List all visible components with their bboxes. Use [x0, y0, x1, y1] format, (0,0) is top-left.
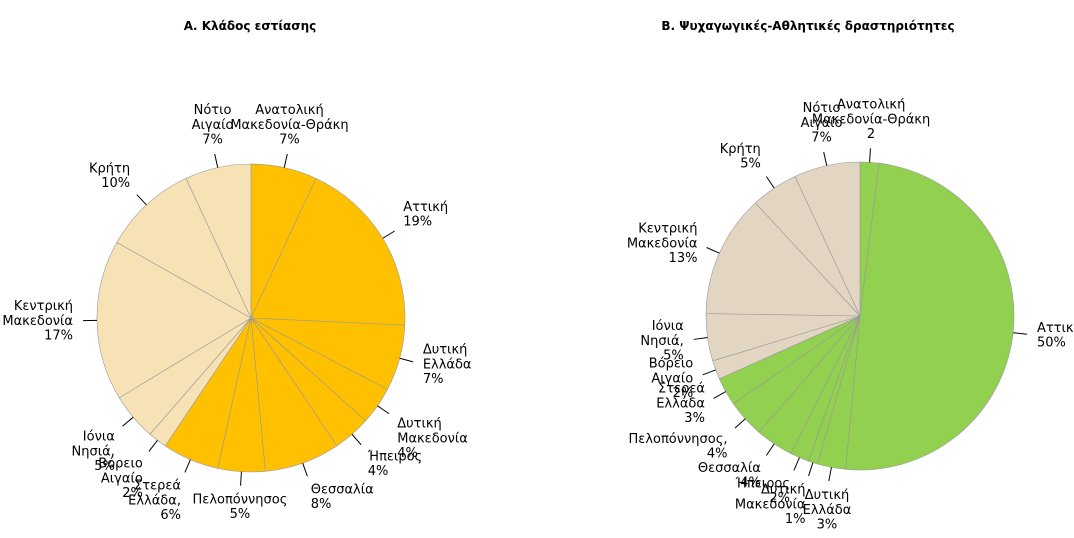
pie-slice: [185, 163, 252, 319]
slice-label: Νότιο Αιγαίο: [192, 103, 234, 133]
leader-line: [351, 433, 362, 446]
leader-line: [184, 459, 191, 473]
slice-value-label: 17%: [44, 328, 73, 343]
slice-label: Πελοπόννησος: [193, 492, 288, 507]
slice-value-label: 50%: [1037, 335, 1066, 350]
leader-line: [382, 230, 395, 239]
leader-line: [1013, 332, 1028, 335]
leader-line: [302, 462, 308, 477]
slice-value-label: 4%: [397, 446, 418, 461]
slice-value-label: 4%: [707, 446, 728, 461]
slice-label: Κρήτη: [89, 161, 130, 176]
slice-label: Θεσσαλία: [311, 482, 374, 497]
leader-line: [702, 369, 716, 376]
slice-value-label: 7%: [423, 372, 444, 387]
leader-line: [706, 247, 720, 254]
leader-line: [828, 467, 832, 482]
leader-line: [823, 151, 828, 166]
chart-title: Β. Ψυχαγωγικές-Αθλητικές δραστηριότητες: [661, 19, 954, 33]
slice-label: Στερεά Ελλάδα: [656, 381, 705, 411]
slice-value-label: 5%: [740, 157, 761, 172]
slice-value-label: 2%: [673, 386, 694, 401]
slice-label: Πελοπόννησος,: [629, 431, 728, 446]
leader-line: [765, 176, 775, 189]
slice-label: Κεντρική Μακεδονία: [2, 298, 73, 328]
slice-value-label: 13%: [669, 251, 698, 266]
slice-label: Βόρειο Αιγαίο: [98, 456, 143, 486]
slice-value-label: 1%: [785, 512, 806, 527]
leader-line: [148, 439, 158, 452]
leader-line: [713, 391, 727, 399]
slice-value-label: 5%: [94, 459, 115, 474]
slice-value-label: 5%: [663, 348, 684, 363]
slice-label: Ήπειρος: [367, 449, 422, 464]
pie-slice: [845, 162, 1015, 471]
slice-label: Ιόνια Νησιά,: [72, 429, 115, 459]
pie-slice: [794, 161, 861, 317]
leader-line: [765, 443, 775, 456]
leader-line: [793, 457, 800, 471]
slice-value-label: 19%: [403, 214, 432, 229]
leader-line: [377, 405, 390, 415]
slice-value-label: 2%: [769, 491, 790, 506]
slice-label: Αττική: [1037, 320, 1074, 335]
slice-label: Θεσσαλία: [698, 460, 761, 475]
slice-value-label: 10%: [101, 176, 130, 191]
slice-label: Ανατολική Μακεδονία-Θράκη: [812, 97, 930, 127]
leader-line: [399, 357, 414, 363]
slice-value-label: 5%: [230, 507, 251, 522]
slice-value-label: 3%: [684, 411, 705, 426]
leader-line: [136, 194, 147, 206]
slice-label: Βόρειο Αιγαίο: [649, 356, 694, 386]
leader-line: [122, 416, 134, 427]
slice-value-label: 6%: [160, 508, 181, 523]
slice-value-label: 4%: [740, 475, 761, 490]
slice-value-label: 2%: [122, 486, 143, 501]
slice-label: Κεντρική Μακεδονία: [627, 221, 698, 251]
slice-label: Κρήτη: [720, 142, 761, 157]
leader-line: [240, 471, 242, 486]
leader-line: [869, 148, 871, 163]
slice-value-label: 7%: [202, 133, 223, 148]
slice-value-label: 7%: [811, 131, 832, 146]
slice-label: Ανατολική Μακεδονία-Θράκη: [230, 103, 348, 133]
pie-slice: [705, 202, 861, 317]
slice-value-label: 2: [867, 127, 875, 142]
leader-line: [283, 153, 288, 168]
chart-title: Α. Κλάδος εστίασης: [184, 19, 317, 33]
slice-value-label: 7%: [279, 133, 300, 148]
slice-label: Δυτική Μακεδονία: [735, 482, 806, 512]
leader-line: [808, 462, 814, 477]
leader-line: [214, 153, 219, 168]
slice-label: Δυτική Ελλάδα: [423, 342, 472, 372]
slice-label: Νότιο Αιγαίο: [801, 101, 843, 131]
leader-line: [693, 336, 708, 340]
slice-label: Ιόνια Νησιά,: [640, 318, 683, 348]
slice-label: Αττική: [403, 199, 448, 214]
slice-label: Δυτική Μακεδονία: [397, 416, 468, 446]
slice-label: Ήπειρος: [735, 476, 790, 491]
slice-value-label: 4%: [368, 464, 389, 479]
slice-value-label: 3%: [817, 517, 838, 532]
slice-label: Στερεά Ελλάδα,: [128, 478, 181, 508]
leader-line: [734, 418, 746, 429]
slice-label: Δυτική Ελλάδα: [803, 487, 852, 517]
slice-value-label: 8%: [311, 497, 332, 512]
